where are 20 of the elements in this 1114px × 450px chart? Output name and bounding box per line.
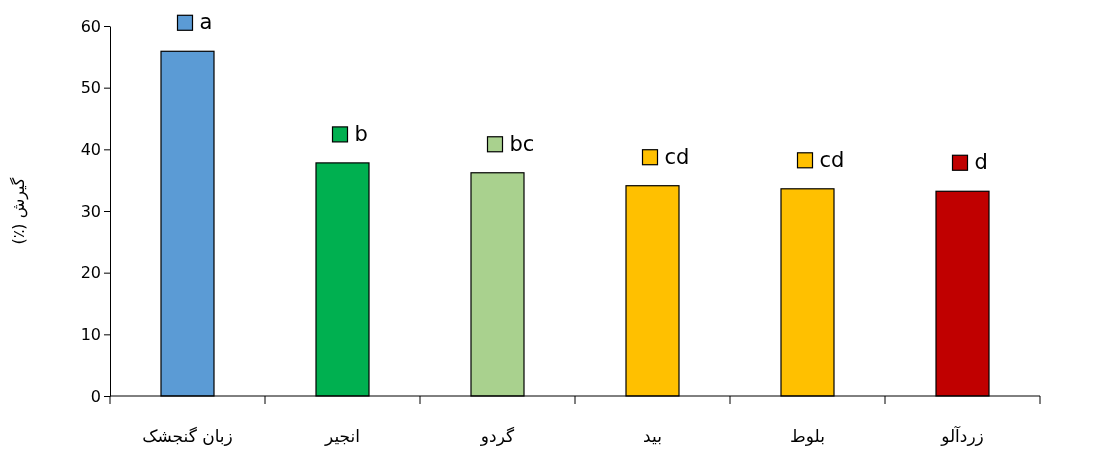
annotation: d <box>974 150 988 175</box>
y-tick-label: 0 <box>90 386 101 406</box>
x-tick-label: گردو <box>479 426 516 446</box>
y-axis-title: گیرش (٪) <box>9 177 29 245</box>
y-tick-label: 30 <box>80 201 101 221</box>
y-tick-label: 60 <box>80 16 101 36</box>
x-tick-label: زردآلو <box>940 425 984 446</box>
x-tick-label: انجیر <box>324 426 360 446</box>
y-tick-label: 50 <box>80 78 101 98</box>
y-tick-label: 40 <box>80 139 101 159</box>
y-tick-label: 20 <box>80 263 101 283</box>
annotation: cd <box>819 147 845 172</box>
annotation: bc <box>509 131 535 156</box>
annotation: cd <box>664 144 690 169</box>
annotation: b <box>354 121 368 146</box>
y-tick-label: 10 <box>80 324 101 344</box>
x-tick-label: زبان گنجشک <box>142 426 233 446</box>
annotation: a <box>199 10 213 35</box>
x-tick-label: بید <box>643 426 662 446</box>
x-tick-label: بلوط <box>790 426 825 446</box>
